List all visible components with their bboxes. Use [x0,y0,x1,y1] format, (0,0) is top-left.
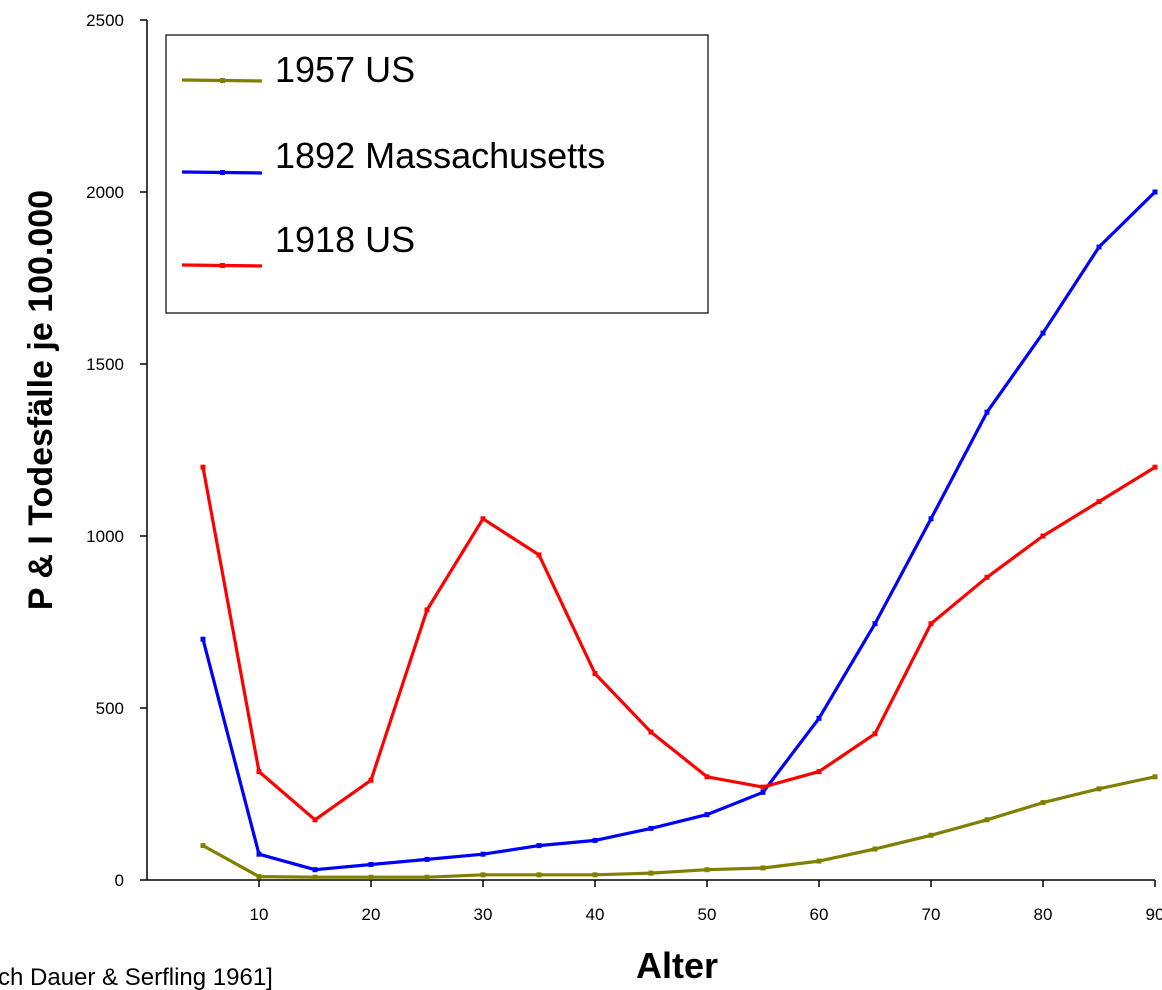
x-ticks: 10 20 30 40 50 60 70 80 90 [250,880,1162,924]
series-lines [200,189,1158,880]
data-point [480,872,486,878]
series-line-3 [201,465,1156,822]
data-point [1096,244,1102,250]
series-line-1 [202,775,1156,879]
data-point [536,552,542,558]
legend-marker [220,263,225,268]
data-point [984,574,990,580]
data-point [592,837,598,843]
x-tick-label: 40 [586,905,605,924]
data-point [704,812,710,818]
data-point [1040,533,1046,539]
legend-label: 1918 US [275,219,415,260]
y-ticks: 0 500 1000 1500 2000 2500 [86,11,147,890]
data-point [984,409,990,415]
x-tick-label: 90 [1146,905,1162,924]
data-point [256,769,262,775]
data-point [816,769,822,775]
y-tick-label: 1500 [86,355,124,374]
x-tick-label: 20 [362,905,381,924]
data-point [424,856,430,862]
legend: 1957 US 1892 Massachusetts 1918 US [165,34,709,314]
data-point [312,867,318,873]
data-point [872,846,878,852]
data-point [816,858,822,864]
data-point [760,789,766,795]
data-point [1152,774,1158,780]
data-point [760,784,766,790]
data-point [424,874,430,880]
y-tick-label: 0 [115,871,124,890]
data-point [592,671,598,677]
data-point [256,851,262,857]
y-tick-label: 2500 [86,11,124,30]
data-point [648,729,654,735]
data-point [1096,786,1102,792]
y-axis-title: P & I Todesfälle je 100.000 [22,190,60,610]
data-point [256,874,262,880]
legend-label: 1957 US [275,49,415,90]
data-point [424,607,430,613]
data-point [536,843,542,849]
data-point [1096,499,1102,505]
x-tick-label: 50 [698,905,717,924]
data-point [704,867,710,873]
legend-marker [220,170,225,175]
data-point [1040,330,1046,336]
y-tick-label: 500 [96,699,124,718]
data-point [1152,464,1158,470]
data-point [872,621,878,627]
legend-label: 1892 Massachusetts [275,135,605,176]
data-point [368,777,374,783]
data-point [368,874,374,880]
data-point [872,731,878,737]
x-tick-label: 60 [810,905,829,924]
x-tick-label: 10 [250,905,269,924]
x-tick-label: 80 [1034,905,1053,924]
data-point [368,862,374,868]
data-point [480,851,486,857]
data-point [928,832,934,838]
x-tick-label: 70 [922,905,941,924]
data-point [928,621,934,627]
data-point [200,843,206,849]
data-point [312,817,318,823]
data-point [1040,800,1046,806]
legend-marker [220,78,225,83]
data-point [592,872,598,878]
data-point [312,874,318,880]
x-axis-title: Alter [636,945,718,986]
y-tick-label: 2000 [86,183,124,202]
data-point [1152,189,1158,195]
axes [146,20,1155,881]
data-point [760,865,766,871]
data-point [480,516,486,522]
series-line-2 [201,190,1157,872]
data-point [536,872,542,878]
data-point [648,870,654,876]
data-point [648,825,654,831]
y-tick-label: 1000 [86,527,124,546]
data-point [200,464,206,470]
x-tick-label: 30 [474,905,493,924]
data-point [928,516,934,522]
source-footnote: ch Dauer & Serfling 1961] [0,964,273,990]
data-point [704,774,710,780]
data-point [984,817,990,823]
data-point [816,715,822,721]
data-point [200,636,206,642]
